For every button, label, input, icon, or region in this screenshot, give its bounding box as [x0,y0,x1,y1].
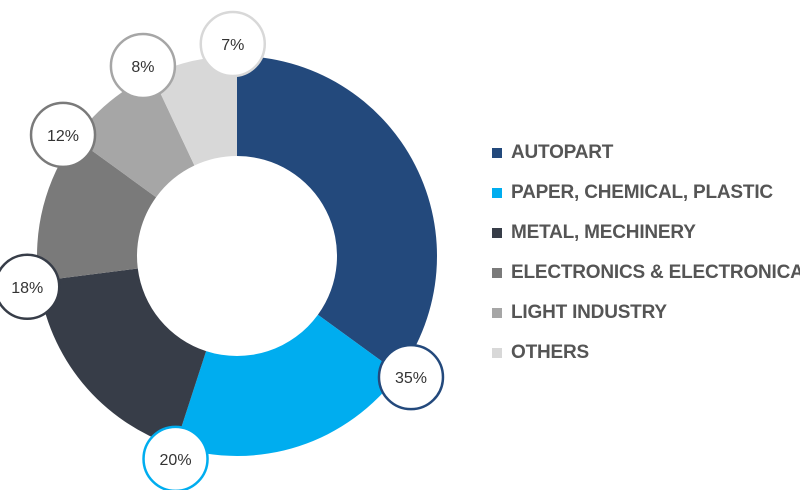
slice-label-text: 18% [11,280,43,297]
slice-label-5: 7% [199,10,267,78]
legend-item: LIGHT INDUSTRY [492,293,800,333]
slice-label-text: 20% [160,452,192,469]
slice-label-bubble [377,343,445,411]
slice-label-3: 12% [29,101,97,169]
legend-label: PAPER, CHEMICAL, PLASTIC [511,182,773,203]
legend-swatch [492,308,502,318]
legend-label: LIGHT INDUSTRY [511,302,667,323]
donut-slice-5 [151,56,237,166]
donut-slice-4 [75,75,195,198]
legend-item: PAPER, CHEMICAL, PLASTIC [492,173,800,213]
legend-label: ELECTRONICS & ELECTRONICAL [511,262,800,283]
slice-label-text: 12% [47,128,79,145]
donut-slice-0 [237,56,438,374]
legend-swatch [492,148,502,158]
legend-swatch [492,268,502,278]
chart-legend: AUTOPART PAPER, CHEMICAL, PLASTIC METAL, M… [492,133,800,373]
legend-label: METAL, MECHINERY [511,222,696,243]
slice-label-text: 7% [221,37,244,54]
donut-slice-2 [38,268,207,447]
slice-label-bubble [0,253,61,321]
legend-swatch [492,348,502,358]
legend-swatch [492,228,502,238]
slice-label-bubble [109,32,177,100]
donut-slice-3 [37,138,157,282]
legend-label: AUTOPART [511,142,614,163]
slice-label-bubble [29,101,97,169]
slice-label-1: 20% [142,425,209,493]
slice-label-2: 18% [0,253,61,321]
legend-item: AUTOPART [492,133,800,173]
donut-slice-1 [175,314,399,456]
legend-item: METAL, MECHINERY [492,213,800,253]
legend-swatch [492,188,502,198]
slice-label-text: 8% [131,59,154,76]
legend-label: OTHERS [511,342,589,363]
legend-item: ELECTRONICS & ELECTRONICAL [492,253,800,293]
slice-label-0: 35% [377,343,445,411]
slice-label-bubble [199,10,267,78]
legend-item: OTHERS [492,333,800,373]
slice-label-4: 8% [109,32,177,100]
slice-label-text: 35% [395,370,427,387]
